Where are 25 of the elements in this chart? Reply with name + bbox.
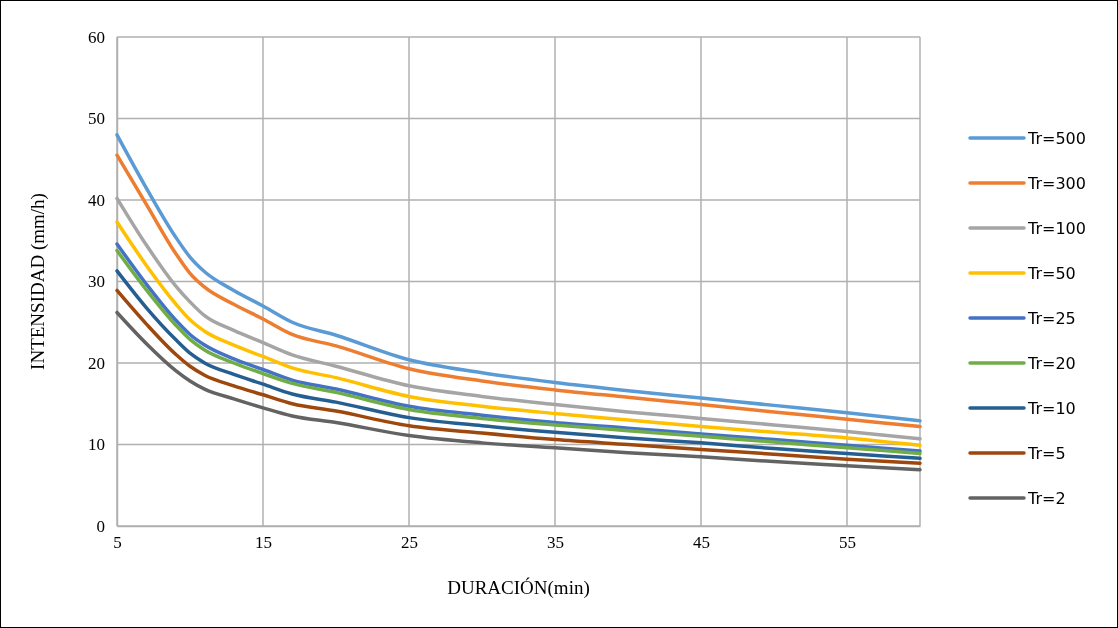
legend-label: Tr=5 xyxy=(1027,444,1066,463)
y-axis-title: INTENSIDAD (mm/h) xyxy=(27,193,49,370)
y-tick-label: 40 xyxy=(88,190,105,210)
y-tick-label: 10 xyxy=(88,435,105,455)
x-axis-title: DURACIÓN(min) xyxy=(447,577,590,599)
x-tick-label: 15 xyxy=(255,533,272,553)
legend-label: Tr=50 xyxy=(1027,264,1076,283)
legend-label: Tr=25 xyxy=(1027,309,1076,328)
legend-label: Tr=20 xyxy=(1027,354,1076,373)
y-tick-label: 60 xyxy=(88,27,105,47)
y-tick-label: 20 xyxy=(88,353,105,373)
x-tick-label: 45 xyxy=(693,533,710,553)
x-tick-label: 55 xyxy=(839,533,856,553)
x-tick-label: 25 xyxy=(401,533,418,553)
x-tick-label: 35 xyxy=(547,533,564,553)
y-tick-label: 0 xyxy=(96,516,105,536)
legend-label: Tr=100 xyxy=(1027,219,1086,238)
line-series xyxy=(115,310,922,472)
x-tick-label: 5 xyxy=(113,533,122,553)
legend-label: Tr=10 xyxy=(1027,399,1076,418)
legend-label: Tr=2 xyxy=(1027,489,1066,508)
y-tick-label: 30 xyxy=(88,272,105,292)
legend-label: Tr=500 xyxy=(1027,129,1086,148)
legend-label: Tr=300 xyxy=(1027,174,1086,193)
y-tick-label: 50 xyxy=(88,109,105,129)
